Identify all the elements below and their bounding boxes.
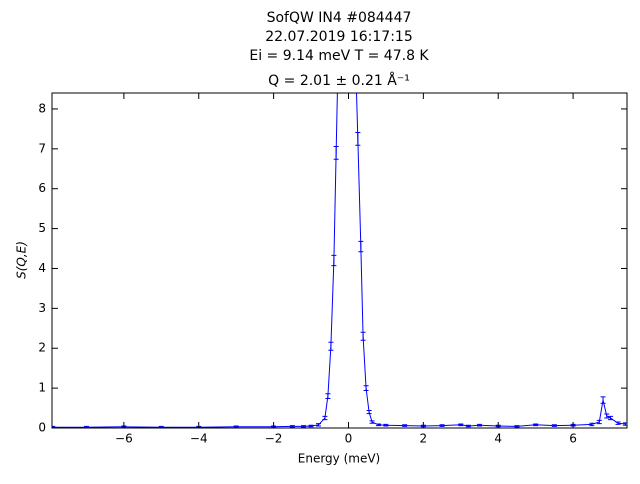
y-tick-label: 2 xyxy=(38,341,46,355)
error-bar xyxy=(596,419,602,425)
data-line xyxy=(52,93,626,428)
error-bar xyxy=(458,423,464,427)
x-axis-label: Energy (meV) xyxy=(298,452,380,466)
error-bar xyxy=(322,415,328,421)
title: 22.07.2019 16:17:15 xyxy=(265,29,413,45)
plot-area xyxy=(52,93,627,428)
error-bar xyxy=(301,425,307,428)
x-tick-label: 4 xyxy=(494,432,502,446)
x-tick-label: 0 xyxy=(345,432,353,446)
error-bar xyxy=(623,422,627,426)
error-bar xyxy=(375,423,381,427)
error-bar xyxy=(514,425,520,428)
y-tick-label: 0 xyxy=(38,421,46,435)
axes-title: Q = 2.01 ± 0.21 Å⁻¹ xyxy=(268,72,410,89)
y-tick-label: 8 xyxy=(38,101,46,115)
y-axis-label: S(Q,E) xyxy=(15,241,29,279)
error-bar xyxy=(331,254,337,267)
error-bar xyxy=(308,424,314,428)
x-tick-label: 2 xyxy=(420,432,428,446)
error-bar xyxy=(363,385,369,392)
error-bar xyxy=(360,331,366,341)
x-tick-label: −4 xyxy=(190,432,208,446)
error-bar xyxy=(316,423,322,427)
y-tick-label: 6 xyxy=(38,181,46,195)
y-tick-label: 5 xyxy=(38,221,46,235)
error-bar xyxy=(533,423,539,427)
error-bar xyxy=(600,396,606,404)
error-bar xyxy=(333,145,339,160)
y-tick-label: 1 xyxy=(38,381,46,395)
error-bar xyxy=(551,424,557,427)
error-bar xyxy=(608,415,614,421)
axes-frame xyxy=(51,92,628,429)
error-bar xyxy=(328,341,334,351)
error-bar xyxy=(477,423,483,427)
x-tick-label: −2 xyxy=(265,432,283,446)
title: SofQW IN4 #084447 xyxy=(267,10,412,26)
y-tick-label: 3 xyxy=(38,301,46,315)
error-bar xyxy=(366,409,372,415)
error-bar xyxy=(369,420,375,424)
x-tick-label: −6 xyxy=(115,432,133,446)
error-bar xyxy=(465,424,471,428)
x-tick-label: 6 xyxy=(569,432,577,446)
error-bar xyxy=(358,240,364,253)
y-tick-label: 7 xyxy=(38,141,46,155)
error-bar xyxy=(615,421,621,425)
error-bar xyxy=(355,131,361,146)
error-bar xyxy=(589,422,595,427)
y-tick-label: 4 xyxy=(38,261,46,275)
error-bar xyxy=(325,393,331,399)
error-bar xyxy=(439,424,445,427)
error-bar xyxy=(604,413,610,419)
title: Ei = 9.14 meV T = 47.8 K xyxy=(249,48,429,64)
error-bar xyxy=(402,424,408,427)
error-bar xyxy=(383,423,389,427)
error-bar xyxy=(289,425,295,428)
